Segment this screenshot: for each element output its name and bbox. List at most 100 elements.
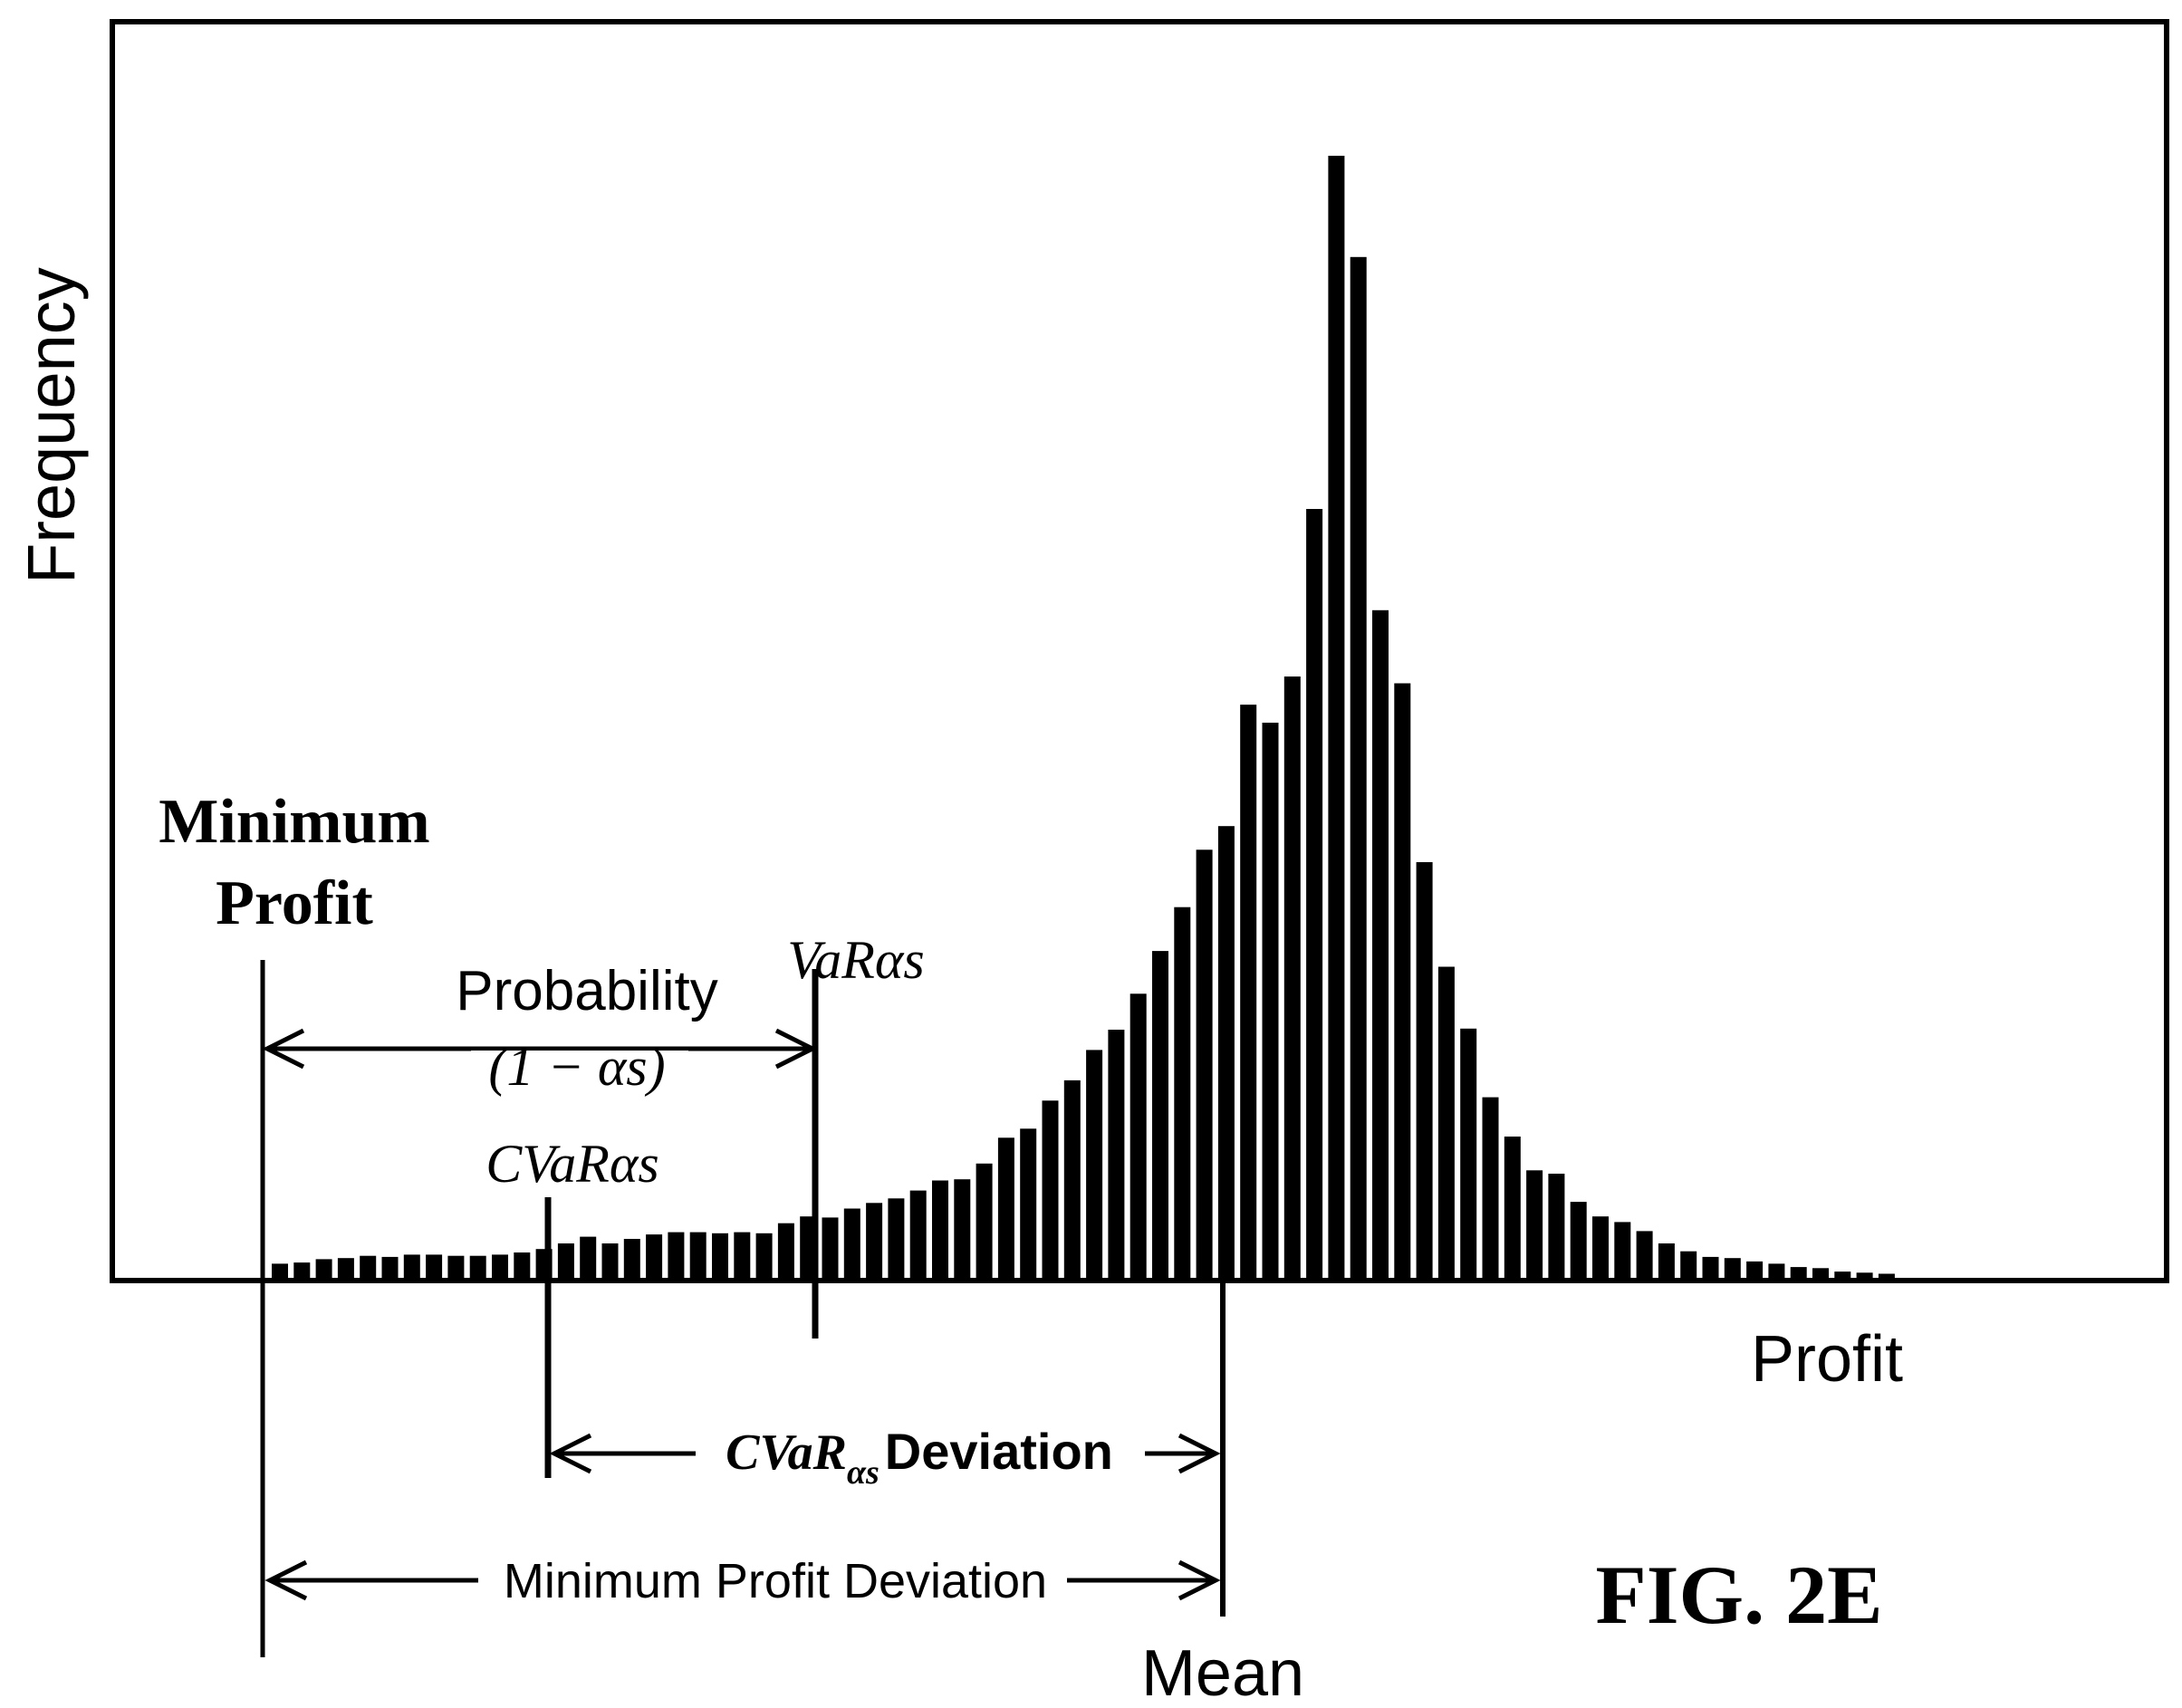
histogram-bar-69 bbox=[1768, 1263, 1785, 1281]
histogram-bar-58 bbox=[1526, 1170, 1543, 1281]
histogram-bar-39 bbox=[1108, 1030, 1125, 1281]
histogram-bar-28 bbox=[866, 1203, 883, 1281]
minimum-profit-deviation-label: Minimum Profit Deviation bbox=[504, 1554, 1047, 1608]
histogram-bar-44 bbox=[1217, 826, 1235, 1281]
histogram-bar-45 bbox=[1240, 705, 1257, 1281]
probability-expr-bg bbox=[471, 1051, 688, 1105]
histogram-bar-65 bbox=[1680, 1251, 1697, 1281]
histogram-bar-55 bbox=[1460, 1028, 1477, 1281]
probability-expression: (1 − αs) bbox=[488, 1037, 665, 1097]
histogram-bar-48 bbox=[1306, 509, 1323, 1281]
histogram-bar-63 bbox=[1636, 1231, 1653, 1281]
histogram-bar-74 bbox=[1878, 1273, 1895, 1281]
histogram-bar-12 bbox=[514, 1252, 531, 1281]
histogram-bar-2 bbox=[293, 1262, 311, 1281]
histogram-bar-27 bbox=[843, 1208, 860, 1281]
histogram-bar-33 bbox=[976, 1163, 993, 1281]
histogram-bar-53 bbox=[1416, 862, 1433, 1281]
var-label: VaRαs bbox=[787, 930, 925, 990]
histogram-bar-10 bbox=[469, 1255, 486, 1281]
histogram-bar-31 bbox=[932, 1180, 948, 1281]
probability-arrow-right-head bbox=[774, 1028, 818, 1070]
histogram-bar-68 bbox=[1746, 1261, 1764, 1281]
histogram-bar-34 bbox=[997, 1137, 1014, 1281]
histogram-bar-60 bbox=[1570, 1202, 1587, 1281]
cvar-deviation-suffix: Deviation bbox=[885, 1423, 1113, 1480]
histogram-bar-36 bbox=[1042, 1100, 1059, 1281]
histogram-bar-18 bbox=[646, 1234, 663, 1281]
probability-label: Probability bbox=[456, 960, 717, 1022]
histogram-bars bbox=[272, 156, 1895, 1281]
histogram-bar-66 bbox=[1702, 1256, 1719, 1281]
histogram-bar-71 bbox=[1812, 1268, 1829, 1281]
mean-label: Mean bbox=[1141, 1637, 1304, 1708]
histogram-bar-46 bbox=[1262, 723, 1279, 1281]
histogram-bar-3 bbox=[315, 1259, 332, 1281]
cvar-deviation-arrow-right-head bbox=[1178, 1433, 1221, 1474]
histogram-bar-40 bbox=[1129, 993, 1147, 1281]
y-axis-label: Frequency bbox=[14, 267, 89, 584]
histogram-bar-11 bbox=[492, 1254, 508, 1281]
histogram-bar-8 bbox=[426, 1254, 443, 1281]
histogram-bar-7 bbox=[403, 1254, 420, 1281]
histogram-bar-54 bbox=[1437, 966, 1455, 1281]
minimum-profit-label-line2: Profit bbox=[216, 868, 373, 938]
histogram-bar-22 bbox=[734, 1232, 751, 1281]
histogram-bar-14 bbox=[557, 1243, 574, 1281]
histogram-bar-24 bbox=[777, 1223, 794, 1281]
histogram-bar-20 bbox=[689, 1232, 707, 1281]
x-axis-label: Profit bbox=[1751, 1323, 1903, 1396]
histogram-bar-30 bbox=[909, 1190, 927, 1281]
histogram-bar-41 bbox=[1152, 951, 1168, 1281]
histogram-bar-9 bbox=[447, 1255, 465, 1281]
histogram-bar-17 bbox=[623, 1239, 640, 1281]
histogram-bar-72 bbox=[1834, 1271, 1851, 1281]
histogram-bar-70 bbox=[1790, 1267, 1807, 1281]
histogram-bar-56 bbox=[1482, 1097, 1499, 1281]
histogram-bar-61 bbox=[1592, 1216, 1609, 1281]
histogram-bar-5 bbox=[360, 1255, 377, 1281]
histogram-bar-52 bbox=[1394, 683, 1411, 1281]
histogram-bar-4 bbox=[337, 1258, 354, 1281]
histogram-bar-29 bbox=[888, 1198, 905, 1281]
minimum-profit-deviation-label-bg bbox=[478, 1550, 1067, 1608]
histogram-bar-49 bbox=[1328, 156, 1345, 1281]
probability-label-bg bbox=[471, 955, 743, 1019]
histogram-bar-6 bbox=[381, 1256, 399, 1281]
cvar-deviation-subscript: αs bbox=[847, 1454, 880, 1492]
cvar-deviation-prefix: CVaR bbox=[726, 1425, 847, 1481]
histogram-bar-23 bbox=[755, 1233, 773, 1281]
histogram-bar-37 bbox=[1063, 1079, 1081, 1281]
cvar-deviation-label: CVaRαs Deviation bbox=[726, 1423, 1113, 1492]
histogram-bar-21 bbox=[712, 1233, 728, 1281]
histogram-bar-16 bbox=[601, 1243, 619, 1281]
minimum-profit-label-line1: Minimum bbox=[159, 787, 429, 857]
histogram-bar-59 bbox=[1548, 1174, 1565, 1281]
histogram-bar-32 bbox=[954, 1179, 971, 1281]
histogram-bar-47 bbox=[1283, 676, 1301, 1281]
cvar-deviation-arrow-left-head bbox=[549, 1433, 592, 1474]
histogram-bar-26 bbox=[822, 1217, 839, 1281]
histogram-bar-15 bbox=[580, 1236, 597, 1281]
histogram-bar-50 bbox=[1350, 256, 1367, 1281]
figure-label: FIG. 2E bbox=[1596, 1549, 1883, 1641]
histogram-bar-38 bbox=[1086, 1050, 1103, 1281]
histogram-bar-67 bbox=[1724, 1258, 1741, 1281]
histogram-bar-51 bbox=[1372, 609, 1389, 1281]
histogram-bar-19 bbox=[668, 1232, 685, 1281]
minimum-profit-deviation-arrow-right-head bbox=[1178, 1559, 1221, 1601]
histogram-bar-64 bbox=[1658, 1243, 1675, 1281]
minimum-profit-deviation-arrow-left-head bbox=[264, 1559, 308, 1601]
cvar-deviation-label-bg bbox=[696, 1413, 1145, 1485]
histogram-bar-73 bbox=[1856, 1272, 1873, 1281]
histogram-bar-1 bbox=[272, 1263, 288, 1281]
histogram-bar-57 bbox=[1504, 1137, 1521, 1281]
probability-arrow-left-head bbox=[262, 1028, 305, 1070]
histogram-bar-35 bbox=[1020, 1128, 1037, 1281]
histogram-bar-62 bbox=[1614, 1222, 1631, 1281]
histogram-bar-43 bbox=[1196, 849, 1213, 1281]
cvar-label: CVaRαs bbox=[485, 1134, 659, 1194]
histogram-bar-42 bbox=[1174, 907, 1191, 1281]
